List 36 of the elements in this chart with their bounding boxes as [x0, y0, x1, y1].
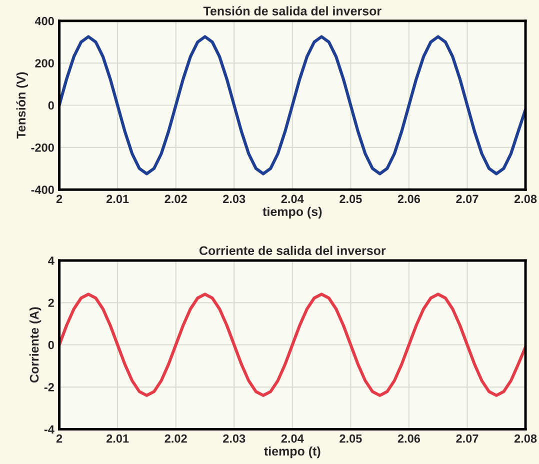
x-axis-title: tiempo (s) — [262, 206, 322, 219]
x-tick-label: 2.02 — [164, 194, 187, 204]
x-tick-label: 2.07 — [456, 434, 478, 443]
x-tick-label: 2.02 — [164, 434, 187, 443]
x-tick-label: 2.01 — [106, 194, 129, 204]
y-tick-label: 400 — [34, 16, 54, 26]
x-tick-label: 2 — [56, 194, 62, 204]
x-tick-label: 2.07 — [456, 194, 478, 204]
y-tick-label: 2 — [48, 298, 54, 307]
line-series — [59, 292, 526, 397]
x-tick-label: 2.05 — [340, 434, 362, 443]
x-tick-label: 2.04 — [281, 194, 304, 204]
x-tick-label: 2.01 — [106, 434, 129, 443]
y-tick-label: -2 — [44, 383, 54, 392]
x-axis-title: tiempo (t) — [264, 446, 320, 458]
y-tick-label: 0 — [48, 101, 54, 110]
x-tick-label: 2 — [56, 434, 62, 443]
y-tick-label: 4 — [48, 256, 54, 265]
y-tick-label: 200 — [35, 59, 54, 68]
chart-title: Tensión de salida del inversor — [203, 6, 382, 16]
x-tick-label: 2.06 — [398, 434, 420, 443]
y-tick-label: -200 — [31, 143, 54, 152]
x-tick-label: 2.03 — [223, 434, 246, 443]
line-series — [59, 35, 526, 176]
y-axis-title: Tensión (V) — [16, 72, 28, 139]
x-tick-label: 2.04 — [281, 434, 304, 443]
x-tick-label: 2.03 — [223, 194, 246, 204]
y-tick-label: 0 — [48, 340, 54, 350]
chart-title: Corriente de salida del inversor — [199, 246, 386, 256]
x-tick-label: 2.08 — [514, 194, 537, 204]
y-tick-label: -400 — [31, 186, 54, 194]
y-tick-label: -4 — [44, 425, 54, 434]
x-tick-label: 2.05 — [340, 194, 362, 204]
x-tick-label: 2.08 — [514, 434, 537, 443]
y-axis-title: Corriente (A) — [30, 307, 42, 383]
x-tick-label: 2.06 — [398, 194, 420, 204]
